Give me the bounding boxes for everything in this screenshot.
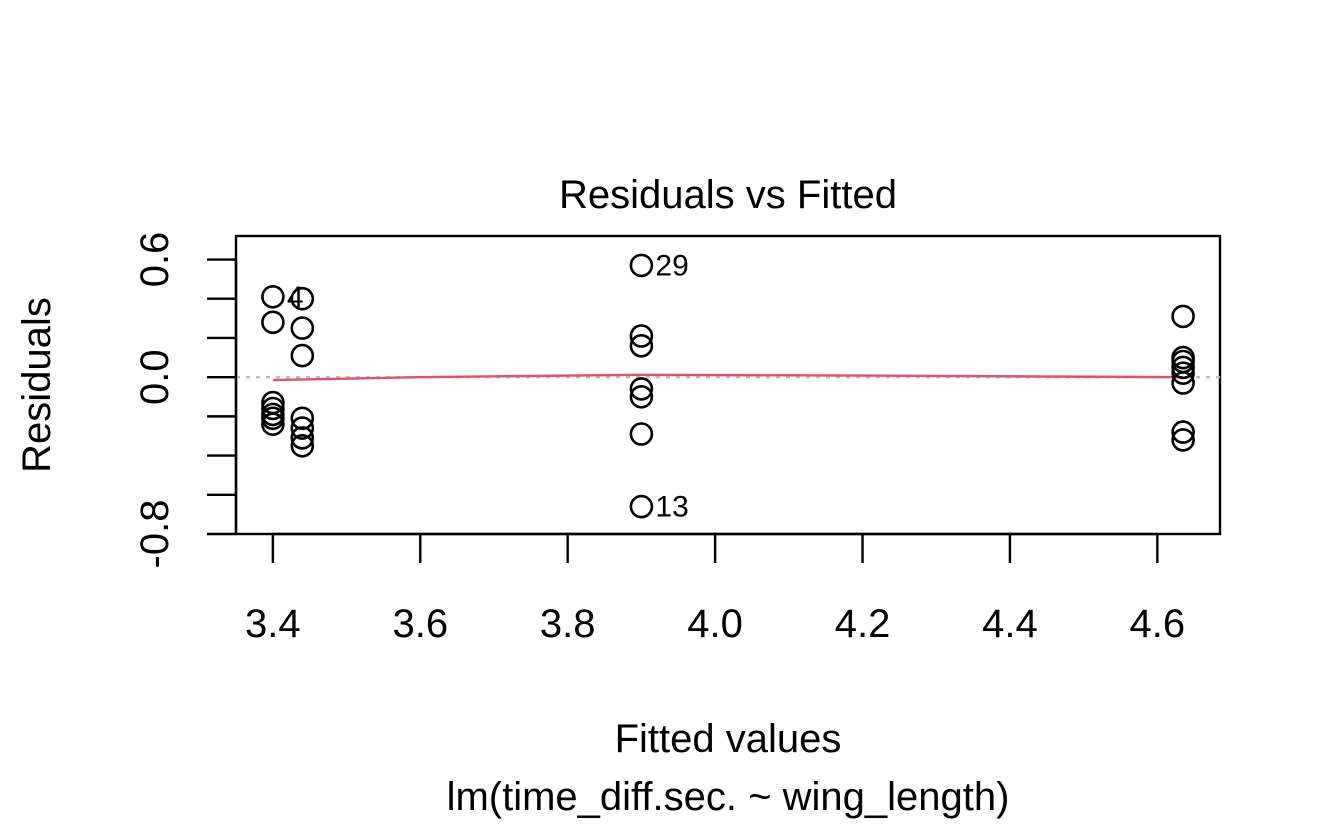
x-tick-label: 4.6 <box>1130 602 1186 646</box>
x-tick-label: 3.8 <box>540 602 596 646</box>
data-point <box>290 426 315 450</box>
point-label: 29 <box>655 249 688 282</box>
data-point <box>629 422 654 446</box>
point-label: 4 <box>287 281 304 314</box>
x-axis: 3.4 3.6 3.8 4.0 4.2 4.4 4.6 <box>245 532 1186 646</box>
smooth-line-layer <box>272 373 1184 382</box>
data-point <box>261 284 285 309</box>
data-point <box>1171 304 1195 329</box>
x-tick-label: 4.2 <box>835 602 891 646</box>
chart-title: Residuals vs Fitted <box>559 173 897 217</box>
x-tick-label: 3.4 <box>245 602 301 646</box>
data-point <box>1171 355 1195 380</box>
x-tick-label: 4.4 <box>982 602 1038 646</box>
data-point <box>290 416 315 440</box>
smooth-trend-line <box>272 373 1184 382</box>
data-point <box>290 406 315 431</box>
data-point <box>1171 361 1195 386</box>
data-point <box>629 377 654 401</box>
data-point <box>629 333 654 358</box>
data-point <box>629 324 654 348</box>
data-point <box>1171 371 1195 395</box>
data-point <box>1171 428 1195 452</box>
point-label: 13 <box>655 491 688 524</box>
chart-subtitle: lm(time_diff.sec. ~ wing_length) <box>447 775 1010 819</box>
data-point <box>290 316 315 340</box>
data-point <box>290 343 315 368</box>
y-axis-title: Residuals <box>15 297 59 473</box>
data-point <box>629 494 654 519</box>
data-point <box>290 433 315 458</box>
plot-frame <box>234 234 1222 536</box>
data-point <box>261 412 285 437</box>
x-tick-label: 3.6 <box>392 602 448 646</box>
data-point <box>261 310 285 335</box>
data-point <box>290 286 315 311</box>
x-tick-label: 4.0 <box>687 602 743 646</box>
y-axis: -0.8 0.0 0.6 <box>133 232 238 569</box>
data-point <box>261 406 285 431</box>
y-tick-label: -0.8 <box>133 500 177 569</box>
x-axis-title: Fitted values <box>615 717 842 761</box>
data-point <box>629 253 654 278</box>
data-point <box>261 396 285 421</box>
data-point <box>629 384 654 409</box>
data-point <box>1171 420 1195 444</box>
y-tick-label: 0.0 <box>133 349 177 405</box>
y-tick-label: 0.6 <box>133 232 177 288</box>
points-layer <box>261 253 1195 519</box>
point-labels-layer: 4 29 13 <box>287 249 689 523</box>
